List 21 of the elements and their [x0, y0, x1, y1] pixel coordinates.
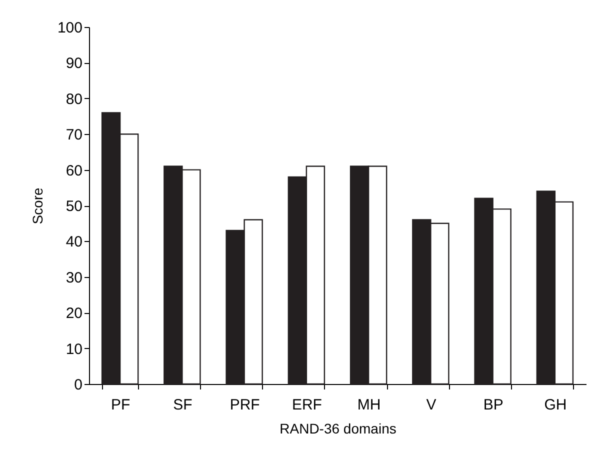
x-tick-label: SF	[173, 396, 192, 414]
y-tick-label: 100	[57, 20, 82, 36]
y-tick-label: 70	[66, 126, 82, 144]
y-tick-label: 10	[66, 340, 82, 358]
x-tick-label: GH	[544, 396, 567, 414]
y-tick-label: 0	[74, 376, 82, 394]
x-axis-title: RAND-36 domains	[280, 420, 396, 436]
y-tick-label: 50	[66, 198, 82, 215]
y-tick-label: 30	[66, 269, 82, 286]
y-tick-label: 40	[66, 234, 82, 251]
x-tick-label: ERF	[292, 396, 322, 414]
x-tick-label: BP	[483, 396, 504, 414]
y-tick-label: 20	[66, 305, 82, 322]
y-tick-label: 60	[66, 162, 82, 180]
x-tick-label: MH	[357, 396, 381, 414]
x-tick-label: PRF	[230, 396, 260, 414]
y-tick-label: 80	[66, 90, 82, 108]
y-tick-label: 90	[66, 55, 82, 72]
x-tick-label: PF	[110, 396, 130, 414]
x-tick-label: V	[426, 396, 436, 414]
y-axis-title: Score	[29, 188, 46, 224]
